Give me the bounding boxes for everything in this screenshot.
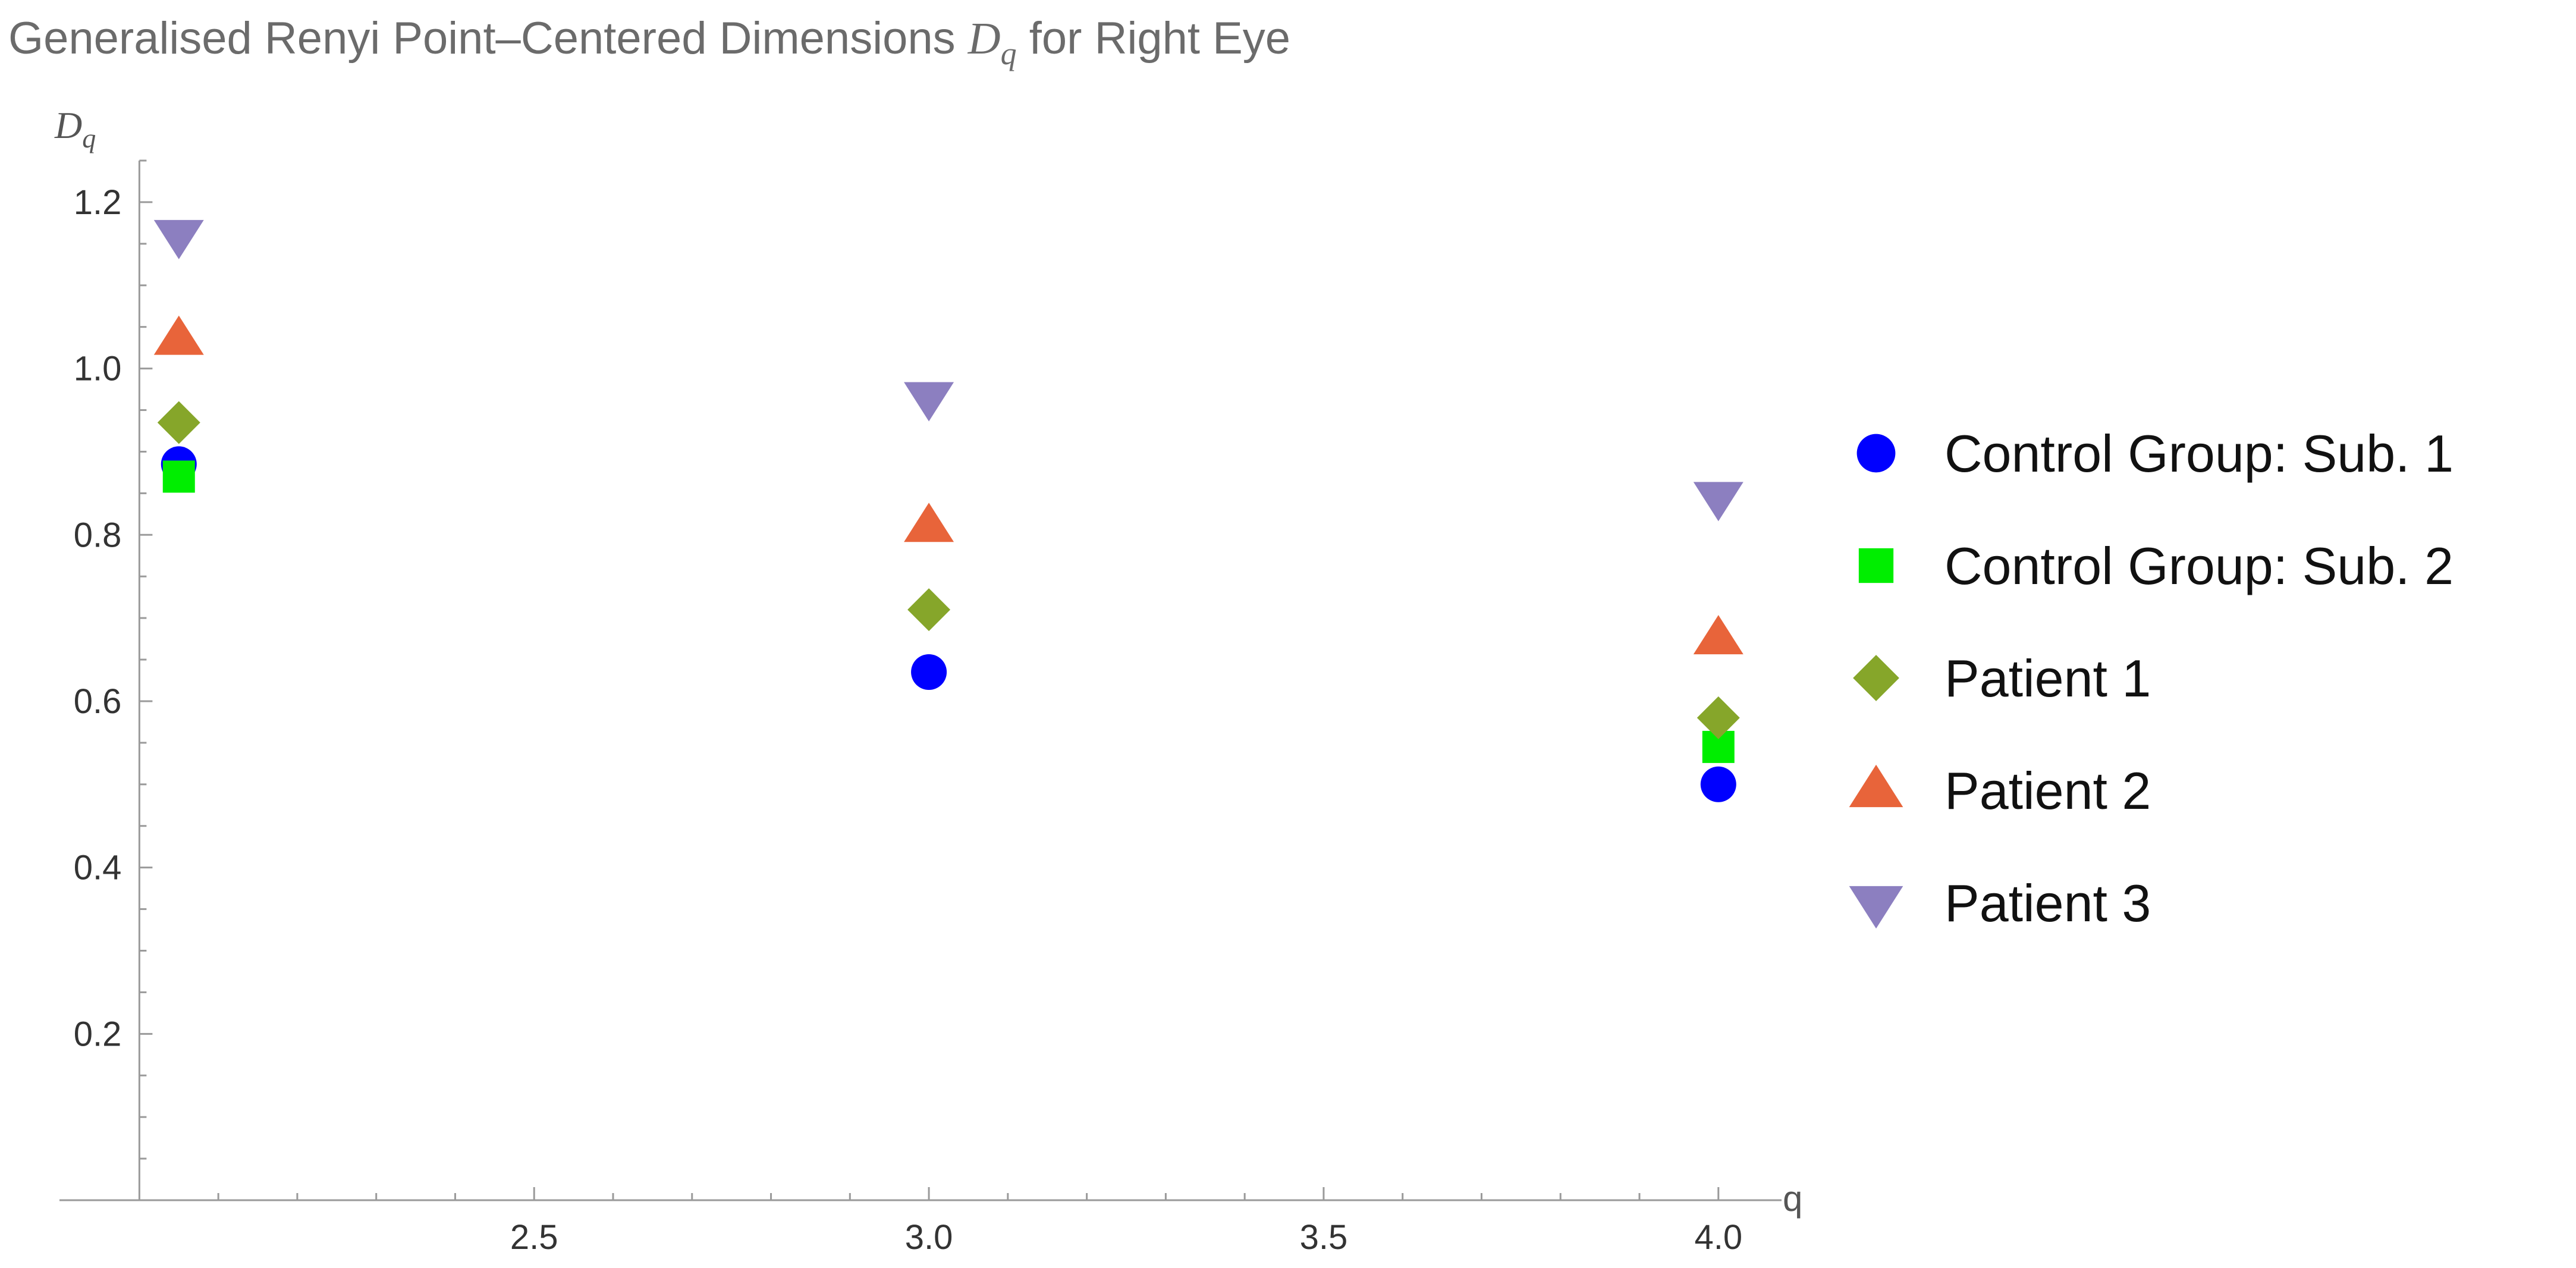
axes: 0.2 0.4 0.6 0.8 1.0 1.2 2.5 3.0 3.5 4.0	[59, 159, 1782, 1257]
legend-marker-2	[1858, 548, 1894, 583]
legend-label-5: Patient 3	[1944, 874, 2151, 933]
y-axis-label: Dq	[54, 104, 96, 153]
y-tick-label: 0.4	[74, 849, 122, 887]
legend-marker-1	[1856, 434, 1896, 473]
chart-title: Generalised Renyi Point–Centered Dimensi…	[8, 13, 1290, 71]
legend-label-3: Patient 1	[1944, 649, 2151, 708]
y-tick-label: 0.2	[74, 1015, 122, 1053]
data-point-series-3	[1697, 696, 1740, 739]
data-points	[153, 219, 1743, 802]
data-point-series-2	[162, 460, 195, 493]
legend-marker-5	[1849, 886, 1903, 929]
y-tick-label: 1.0	[74, 350, 122, 388]
legend-label-1: Control Group: Sub. 1	[1944, 424, 2454, 483]
x-axis-label: q	[1783, 1179, 1802, 1219]
chart-title-subscript: q	[1001, 36, 1017, 71]
x-tick-label: 3.5	[1300, 1218, 1348, 1257]
data-point-series-5	[153, 219, 204, 259]
chart-title-pre: Generalised Renyi Point–Centered Dimensi…	[8, 13, 968, 64]
x-tick-label: 4.0	[1694, 1218, 1742, 1257]
x-tick-label: 3.0	[905, 1218, 953, 1257]
x-tick-label: 2.5	[510, 1218, 558, 1257]
y-tick-label: 0.6	[74, 682, 122, 721]
data-point-series-4	[904, 503, 954, 542]
y-axis-label-subscript: q	[82, 123, 96, 153]
legend-marker-4	[1849, 764, 1903, 808]
data-point-series-1	[911, 654, 947, 691]
data-point-series-5	[904, 382, 954, 422]
data-point-series-5	[1693, 482, 1743, 522]
data-point-series-4	[1693, 615, 1743, 655]
legend: Control Group: Sub. 1 Control Group: Sub.…	[1849, 424, 2454, 933]
data-point-series-3	[157, 401, 200, 444]
chart-title-post: for Right Eye	[1017, 13, 1290, 64]
y-axis-label-symbol: D	[54, 104, 82, 146]
y-tick-label: 0.8	[74, 516, 122, 554]
legend-marker-3	[1853, 655, 1899, 701]
chart-title-symbol: D	[967, 14, 1001, 64]
legend-label-4: Patient 2	[1944, 761, 2151, 820]
data-point-series-3	[907, 588, 951, 632]
legend-label-2: Control Group: Sub. 2	[1944, 536, 2454, 595]
data-point-series-1	[1700, 766, 1736, 802]
y-tick-label: 1.2	[74, 183, 122, 222]
data-point-series-4	[153, 315, 204, 355]
